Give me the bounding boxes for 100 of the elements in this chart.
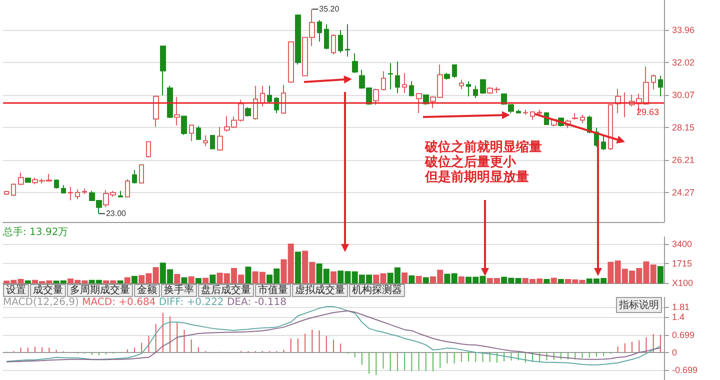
y-tick-label: 24.27: [672, 187, 695, 198]
candlestick: [473, 85, 478, 99]
candlestick: [210, 134, 215, 150]
candlestick: [253, 85, 258, 120]
bar: [181, 277, 188, 284]
candlestick: [196, 126, 201, 140]
candlestick: [317, 20, 322, 42]
candlestick: [395, 60, 400, 94]
candlestick: [608, 104, 613, 150]
candlestick: [139, 164, 144, 184]
candlestick: [153, 95, 159, 128]
y-tick-label: 32.02: [672, 57, 695, 68]
candlestick: [352, 52, 358, 74]
candlestick: [459, 79, 464, 90]
bar: [402, 272, 408, 284]
candlestick: [11, 182, 16, 197]
candlestick: [245, 106, 251, 117]
y-tick-label: 3400: [672, 238, 692, 249]
candlestick: [409, 80, 414, 97]
bar: [210, 274, 216, 284]
candlestick: [203, 134, 208, 147]
text: 机构探测器: [349, 284, 405, 297]
candlestick: [381, 70, 386, 91]
text: 虚拟成交量: [292, 284, 348, 297]
candlestick: [146, 141, 151, 158]
bar: [131, 276, 138, 284]
bar: [294, 252, 301, 284]
candlestick: [530, 110, 535, 120]
candlestick: [132, 170, 137, 184]
candlestick: [373, 88, 379, 106]
y-tick-label: 1.81: [672, 302, 690, 312]
y-tick-label: 30.07: [672, 90, 695, 100]
annotation: 指标说明: [616, 297, 662, 313]
bar: [416, 276, 422, 284]
annotation: DIFF: +0.222: [158, 297, 225, 308]
candlestick: [61, 184, 66, 194]
bar: [174, 274, 180, 284]
annotation: 总手: 13.92万: [3, 226, 68, 239]
candlestick: [288, 41, 294, 84]
candlestick: [25, 177, 31, 184]
annotation: 破位之后量更小: [425, 155, 518, 170]
text: 成交量: [30, 284, 66, 297]
candlestick: [572, 112, 578, 120]
candlestick: [331, 34, 336, 55]
y-tick-label: 26.21: [672, 154, 695, 165]
bar: [408, 275, 415, 284]
candlestick: [452, 64, 457, 78]
candlestick: [267, 85, 272, 104]
bar: [188, 276, 194, 284]
candlestick: [324, 24, 329, 50]
y-tick-label: -0.699: [672, 364, 698, 375]
bar: [202, 278, 209, 284]
candlestick: [444, 72, 450, 80]
annotation: MACD: +0.684: [82, 297, 157, 308]
bar: [117, 280, 124, 284]
candlestick: [523, 109, 528, 116]
bar: [458, 276, 464, 284]
text: 盘后成交量: [198, 284, 254, 297]
y-tick-label: 0: [672, 347, 678, 358]
candlestick: [345, 24, 350, 58]
candlestick: [281, 84, 286, 114]
candlestick: [4, 190, 9, 196]
candlestick: [516, 109, 521, 114]
candlestick: [537, 109, 542, 116]
bar: [657, 266, 664, 284]
candlestick: [580, 114, 585, 124]
candlestick: [75, 188, 80, 200]
candlestick: [416, 92, 422, 114]
candlestick: [480, 79, 486, 94]
candlestick: [295, 14, 301, 66]
y-tick-label: 0.699: [672, 330, 695, 340]
candlestick: [125, 178, 130, 198]
bar: [245, 266, 252, 284]
bar: [330, 271, 336, 284]
annotation: 23.00: [106, 209, 127, 218]
y-tick-label: 28.15: [672, 122, 695, 132]
bar: [558, 279, 564, 284]
bar: [422, 277, 429, 284]
text: 设置: [3, 284, 29, 297]
bar: [195, 278, 202, 284]
bar: [544, 279, 550, 284]
annotation: DEA: -0.118: [226, 297, 286, 308]
annotation: 35.20: [319, 4, 340, 14]
candlestick: [189, 124, 194, 142]
bar: [124, 277, 130, 284]
candlestick: [82, 188, 87, 195]
candlestick: [54, 180, 59, 189]
candlestick: [174, 96, 180, 126]
ref-line-label: 29.63: [636, 107, 659, 118]
candlestick: [388, 62, 393, 90]
y-tick-label: X100: [672, 278, 694, 288]
text: 金额: [134, 284, 160, 297]
annotation: 但是前期明显放量: [425, 170, 530, 185]
candlestick: [118, 190, 123, 198]
annotation: 破位之前就明显缩量: [425, 140, 542, 155]
text: 换手率: [161, 284, 197, 297]
y-tick-label: 1715: [672, 258, 692, 268]
bar: [24, 280, 31, 284]
candlestick: [18, 172, 24, 186]
candlestick: [466, 80, 471, 97]
